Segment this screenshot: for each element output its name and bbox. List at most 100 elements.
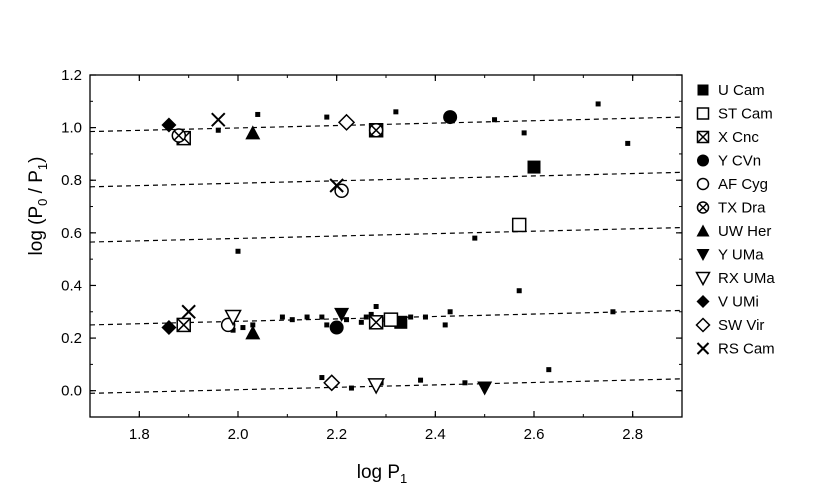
background-point xyxy=(521,130,527,136)
marker-shape xyxy=(443,110,458,125)
background-point xyxy=(319,375,325,381)
background-point xyxy=(447,309,453,315)
point-uw-her xyxy=(245,325,261,340)
legend-marker-st-cam xyxy=(696,107,710,120)
marker-shape xyxy=(696,249,710,261)
point-v-umi xyxy=(161,320,177,336)
marker-shape xyxy=(161,320,177,336)
y-tick-label: 1.2 xyxy=(61,67,82,84)
legend-label-y-uma: Y UMa xyxy=(718,247,764,264)
legend-marker-rx-uma xyxy=(695,271,711,287)
axes: 1.8 2.0 2.2 2.4 2.6 2.8 0.0 0.2 0.4 0.6 0.8 1.0 1.2 xyxy=(61,67,683,443)
y-tick-label: 0.4 xyxy=(61,277,82,294)
point-rs-cam xyxy=(181,304,196,319)
legend-marker-y-uma xyxy=(696,249,710,261)
background-point xyxy=(363,314,369,320)
marker-cross xyxy=(371,125,382,136)
legend-label-uw-her: UW Her xyxy=(718,223,771,240)
marker-shape xyxy=(337,113,356,131)
y-axis-title: log (P0 / P1) xyxy=(26,157,50,256)
point-sw-vir xyxy=(323,374,341,392)
background-point xyxy=(610,309,616,315)
legend-label-rx-uma: RX UMa xyxy=(718,270,775,287)
marker-shape xyxy=(224,309,242,327)
legend-label-sw-vir: SW Vir xyxy=(718,317,764,334)
x-tick-label: 2.0 xyxy=(228,426,249,443)
point-rs-cam xyxy=(329,178,344,193)
point-rx-uma xyxy=(367,378,385,395)
x-tick-label: 2.4 xyxy=(425,426,446,443)
background-point xyxy=(348,385,354,391)
point-tx-dra xyxy=(171,128,187,143)
point-st-cam xyxy=(383,312,399,327)
marker-cross xyxy=(173,130,184,141)
point-uw-her xyxy=(245,125,261,140)
data-series xyxy=(161,110,541,396)
background-point xyxy=(319,314,325,320)
background-point xyxy=(215,127,221,133)
marker-shape xyxy=(696,224,710,237)
legend-marker-y-cvn xyxy=(697,154,709,167)
point-st-cam xyxy=(511,217,527,233)
legend-label-tx-dra: TX Dra xyxy=(718,200,766,217)
marker-shape xyxy=(245,125,261,140)
point-y-uma xyxy=(477,381,493,396)
x-tick-label: 2.2 xyxy=(326,426,347,443)
background-point xyxy=(279,314,285,320)
marker-shape xyxy=(323,374,341,392)
background-point xyxy=(595,101,601,107)
plot-area xyxy=(89,74,683,418)
point-y-uma xyxy=(334,307,350,322)
x-axis-title: log P1 xyxy=(357,462,408,486)
marker-shape xyxy=(511,217,527,233)
background-point xyxy=(240,325,246,331)
marker-shape xyxy=(161,117,177,133)
y-tick-label: 0.6 xyxy=(61,225,82,242)
background-point xyxy=(462,380,468,386)
point-u-cam xyxy=(527,160,541,174)
legend-marker-tx-dra xyxy=(696,201,710,214)
legend: U Cam ST Cam X Cnc Y CVn AF Cyg TX Dra UW Her Y… xyxy=(695,82,775,358)
background-point xyxy=(472,235,478,241)
marker-shape xyxy=(695,271,711,287)
background-point xyxy=(625,140,631,146)
legend-marker-u-cam xyxy=(697,84,709,96)
background-point xyxy=(408,314,414,320)
marker-shape xyxy=(696,177,710,191)
background-point xyxy=(492,117,498,123)
background-point xyxy=(393,109,399,115)
legend-marker-x-cnc xyxy=(696,130,710,144)
legend-label-v-umi: V UMi xyxy=(718,294,759,311)
background-point xyxy=(324,114,330,120)
trend-line xyxy=(89,226,683,243)
marker-shape xyxy=(245,325,261,340)
marker-shape xyxy=(697,84,709,96)
background-point xyxy=(373,304,379,310)
y-tick-label: 0.2 xyxy=(61,330,82,347)
background-point xyxy=(289,317,295,323)
marker-cross xyxy=(696,130,710,144)
background-point xyxy=(418,377,424,383)
marker-cross xyxy=(181,304,196,319)
marker-cross xyxy=(176,317,191,332)
background-point xyxy=(324,322,330,328)
marker-shape xyxy=(383,312,399,327)
legend-label-x-cnc: X Cnc xyxy=(718,129,759,146)
point-sw-vir xyxy=(337,113,356,131)
marker-cross xyxy=(329,178,344,193)
point-y-cvn xyxy=(329,320,344,335)
legend-label-rs-cam: RS Cam xyxy=(718,341,775,358)
marker-shape xyxy=(367,378,385,395)
point-tx-dra xyxy=(368,122,384,138)
x-tick-label: 1.8 xyxy=(129,426,150,443)
point-x-cnc xyxy=(368,315,384,330)
background-point xyxy=(250,322,256,328)
point-rs-cam xyxy=(211,112,226,127)
plot-frame xyxy=(89,74,683,418)
marker-shape xyxy=(477,381,493,396)
marker-shape xyxy=(696,107,710,120)
marker-shape xyxy=(695,317,711,333)
point-y-cvn xyxy=(443,110,458,125)
legend-marker-rs-cam xyxy=(696,342,710,355)
x-tick-label: 2.8 xyxy=(622,426,643,443)
